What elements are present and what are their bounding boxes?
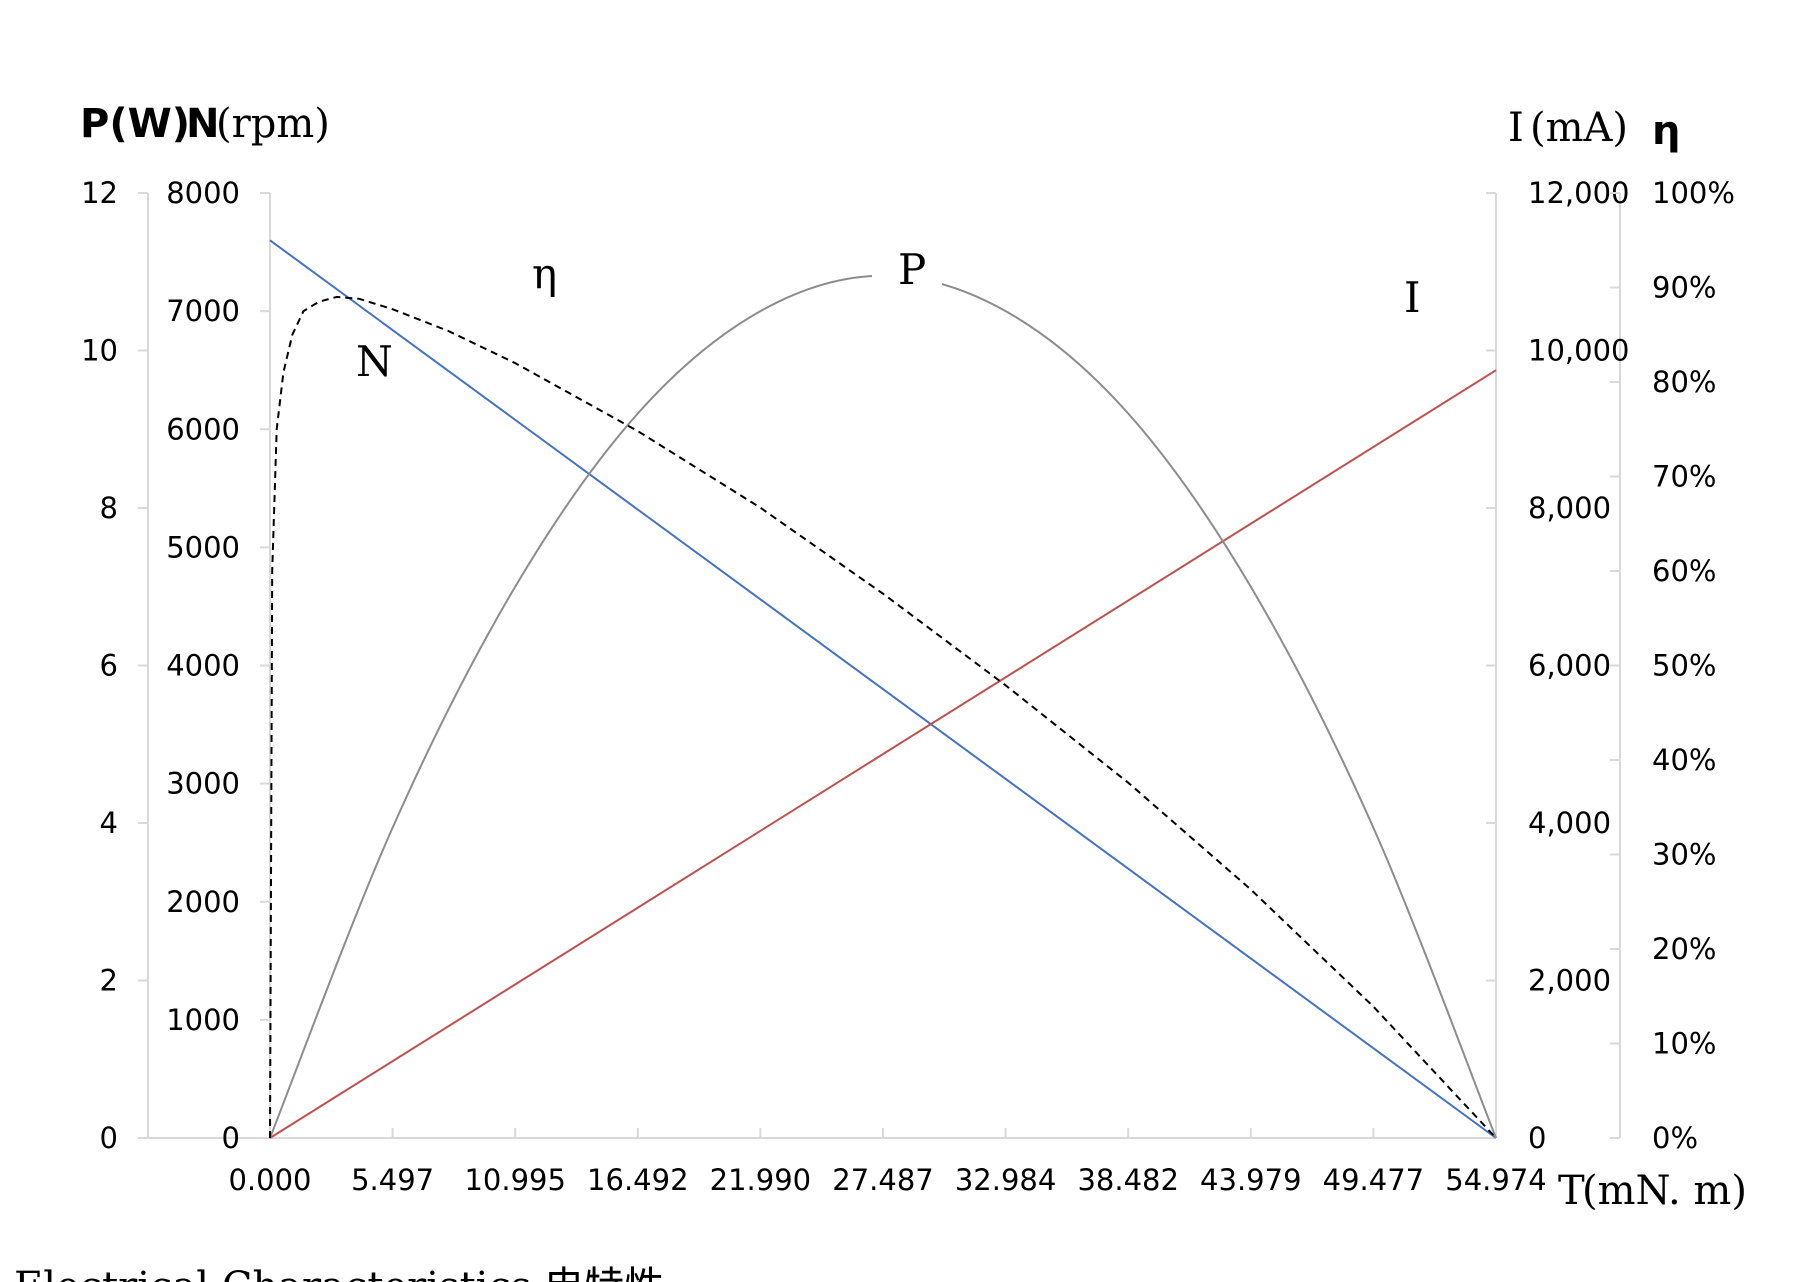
i-axis-tick-label: 4,000 bbox=[1528, 806, 1611, 840]
header-i: I bbox=[1508, 105, 1524, 151]
eta-axis-tick-label: 90% bbox=[1652, 271, 1716, 305]
series-line-n bbox=[269, 239, 1497, 1139]
eta-axis-tick-label: 80% bbox=[1652, 365, 1716, 399]
x-tick-label: 38.482 bbox=[1077, 1163, 1178, 1197]
eta-axis-tick-label: 50% bbox=[1652, 649, 1716, 683]
eta-axis-tick-label: 20% bbox=[1652, 932, 1716, 966]
x-tick-label: 54.974 bbox=[1445, 1163, 1546, 1197]
n-axis-tick-label: 8000 bbox=[166, 176, 240, 210]
x-axis-title-t: T bbox=[1558, 1168, 1585, 1214]
i-axis-tick-label: 0 bbox=[1528, 1121, 1546, 1155]
x-tick-label: 43.979 bbox=[1200, 1163, 1301, 1197]
header-eta: η bbox=[1652, 108, 1680, 154]
n-axis-tick-label: 7000 bbox=[166, 294, 240, 328]
n-axis-tick-label: 5000 bbox=[166, 530, 240, 564]
i-axis-tick-label: 6,000 bbox=[1528, 649, 1611, 683]
x-tick-label: 0.000 bbox=[228, 1163, 311, 1197]
p-axis-tick-label: 6 bbox=[100, 649, 118, 683]
p-axis-tick-label: 12 bbox=[81, 176, 118, 210]
x-tick-label: 49.477 bbox=[1323, 1163, 1424, 1197]
header-p-w: P(W) bbox=[80, 101, 190, 147]
x-tick-label: 21.990 bbox=[710, 1163, 811, 1197]
eta-axis-tick-label: 10% bbox=[1652, 1027, 1716, 1061]
n-axis-tick-label: 0 bbox=[222, 1121, 240, 1155]
series-layer bbox=[269, 239, 1497, 1139]
curve-label-i: I bbox=[1404, 273, 1421, 322]
eta-axis-tick-label: 60% bbox=[1652, 554, 1716, 588]
eta-axis-tick-label: 70% bbox=[1652, 460, 1716, 494]
n-axis-tick-label: 3000 bbox=[166, 767, 240, 801]
p-label-gap bbox=[872, 258, 942, 310]
series-line-i bbox=[269, 369, 1497, 1139]
i-axis-tick-label: 2,000 bbox=[1528, 964, 1611, 998]
eta-axis-tick-label: 100% bbox=[1652, 176, 1735, 210]
curve-label-p: P bbox=[898, 245, 926, 294]
ticks-layer: 0.000 5.497 10.995 16.492 21.990 27.487 32.984… bbox=[81, 176, 1735, 1197]
eta-axis-tick-label: 40% bbox=[1652, 743, 1716, 777]
n-axis-tick-label: 1000 bbox=[166, 1003, 240, 1037]
x-axis-title-unit: (mN. m) bbox=[1582, 1168, 1747, 1214]
curve-label-eta: η bbox=[532, 249, 557, 298]
i-axis-tick-label: 8,000 bbox=[1528, 491, 1611, 525]
p-axis-tick-label: 0 bbox=[100, 1121, 118, 1155]
header-n-unit: (rpm) bbox=[216, 101, 330, 147]
footer-caption: Electrical Characteristics 电特性 bbox=[14, 1264, 664, 1282]
labels-layer: η P I N bbox=[356, 245, 1421, 386]
i-axis-tick-label: 10,000 bbox=[1528, 334, 1629, 368]
p-axis-tick-label: 8 bbox=[100, 491, 118, 525]
n-axis-tick-label: 2000 bbox=[166, 885, 240, 919]
x-tick-label: 5.497 bbox=[351, 1163, 434, 1197]
header-i-unit: (mA) bbox=[1530, 105, 1628, 151]
eta-axis-tick-label: 30% bbox=[1652, 838, 1716, 872]
eta-axis-tick-label: 0% bbox=[1652, 1121, 1698, 1155]
series-line-eta bbox=[269, 295, 1497, 1139]
x-tick-label: 16.492 bbox=[587, 1163, 688, 1197]
curve-label-n: N bbox=[356, 337, 393, 386]
p-axis-tick-label: 4 bbox=[100, 806, 118, 840]
n-axis-tick-label: 4000 bbox=[166, 649, 240, 683]
p-axis-tick-label: 2 bbox=[100, 964, 118, 998]
series-line-p bbox=[269, 274, 1497, 1139]
x-tick-label: 10.995 bbox=[464, 1163, 565, 1197]
x-tick-label: 32.984 bbox=[955, 1163, 1056, 1197]
header-n: N bbox=[186, 101, 219, 147]
x-tick-label: 27.487 bbox=[832, 1163, 933, 1197]
p-axis-tick-label: 10 bbox=[81, 334, 118, 368]
n-axis-tick-label: 6000 bbox=[166, 412, 240, 446]
